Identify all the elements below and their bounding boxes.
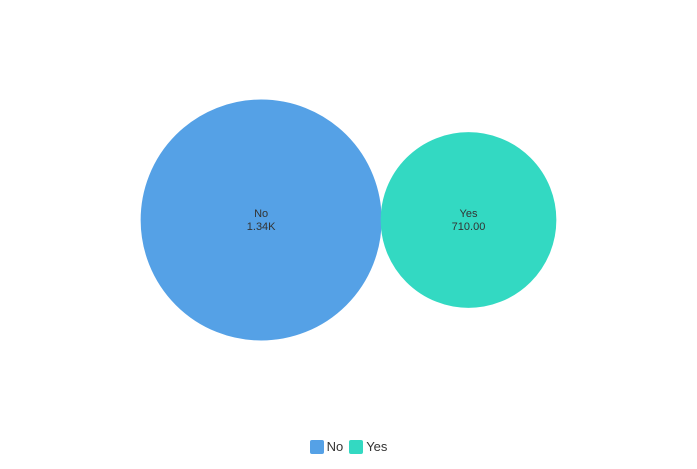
bubble-value-yes: 710.00 bbox=[452, 221, 486, 233]
legend-label-yes: Yes bbox=[366, 439, 388, 454]
legend-item-yes[interactable]: Yes bbox=[349, 439, 387, 454]
bubble-value-no: 1.34K bbox=[247, 221, 276, 233]
legend-swatch-yes bbox=[349, 439, 364, 454]
legend-label-no: No bbox=[326, 439, 344, 454]
bubble-yes[interactable] bbox=[380, 132, 557, 308]
legend: No Yes bbox=[0, 439, 697, 454]
bubble-label-yes: Yes bbox=[460, 208, 478, 220]
legend-item-no[interactable]: No bbox=[309, 439, 344, 454]
legend-swatch-no bbox=[309, 439, 324, 454]
bubble-label-no: No bbox=[254, 208, 268, 220]
bubble-no[interactable] bbox=[140, 99, 382, 341]
